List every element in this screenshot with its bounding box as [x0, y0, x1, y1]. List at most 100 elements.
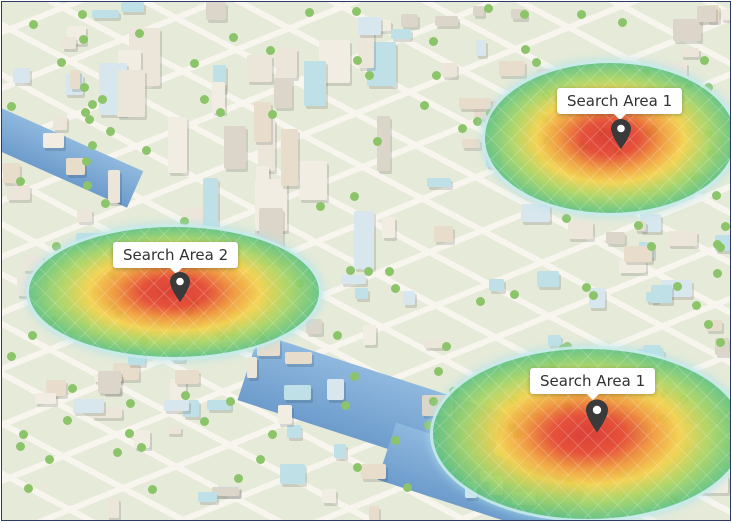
tree: [305, 7, 315, 17]
building: [424, 339, 446, 349]
tree: [588, 290, 598, 300]
map-pin-icon[interactable]: [586, 399, 608, 433]
tree: [484, 3, 494, 13]
building: [102, 385, 121, 394]
tree: [561, 213, 571, 223]
tree: [80, 83, 90, 93]
search-area-heatmap-3[interactable]: [430, 346, 730, 520]
search-area-heatmap-1[interactable]: [482, 60, 730, 216]
tree: [7, 101, 17, 111]
tree: [83, 180, 93, 190]
building: [372, 19, 391, 31]
building: [401, 14, 419, 28]
building: [706, 319, 722, 331]
tree: [531, 57, 541, 67]
tree: [51, 241, 61, 251]
tree: [424, 421, 434, 431]
building: [476, 39, 487, 56]
map-pin-icon[interactable]: [170, 272, 190, 302]
tree: [67, 384, 77, 394]
building: [333, 443, 346, 459]
building: [377, 115, 390, 171]
tree: [124, 428, 134, 438]
building: [197, 491, 218, 503]
map-pin-icon[interactable]: [611, 119, 631, 149]
building: [473, 5, 484, 17]
building: [521, 204, 551, 223]
tree: [28, 331, 38, 341]
building: [305, 319, 322, 334]
building: [283, 384, 312, 400]
building: [382, 216, 395, 238]
building: [402, 291, 416, 305]
tree: [520, 44, 530, 54]
building: [206, 400, 232, 410]
building: [106, 497, 119, 518]
tree: [18, 430, 28, 440]
tree: [181, 390, 190, 400]
building: [672, 19, 702, 41]
building: [120, 2, 145, 12]
building: [499, 61, 526, 77]
building: [107, 169, 121, 203]
tree: [353, 462, 363, 472]
building: [206, 2, 227, 21]
tree: [113, 447, 123, 457]
building: [280, 464, 306, 485]
building: [117, 70, 146, 117]
building: [35, 393, 57, 405]
building: [286, 425, 301, 439]
building: [174, 370, 199, 384]
building: [618, 259, 647, 274]
building: [362, 324, 377, 346]
tree: [703, 320, 713, 330]
building: [212, 81, 226, 114]
building: [7, 185, 30, 200]
tree: [85, 115, 95, 125]
tree: [373, 137, 383, 147]
tree: [634, 220, 644, 230]
building: [285, 351, 312, 364]
tree: [420, 100, 430, 110]
tree: [441, 342, 451, 352]
tree: [510, 290, 520, 300]
building: [42, 132, 64, 149]
tree: [125, 398, 135, 408]
tree: [711, 191, 721, 201]
tree: [353, 55, 363, 65]
building: [697, 5, 717, 22]
tree: [403, 482, 413, 492]
building: [368, 505, 380, 520]
tree: [147, 484, 157, 494]
building: [92, 406, 122, 419]
tree: [62, 415, 72, 425]
building: [281, 129, 299, 187]
building: [202, 177, 218, 228]
tree: [349, 192, 359, 202]
search-area-label-2[interactable]: Search Area 2: [113, 242, 239, 274]
search-area-label-1[interactable]: Search Area 1: [557, 88, 683, 120]
building: [303, 60, 327, 107]
building: [434, 226, 453, 242]
tree: [142, 146, 152, 156]
tree: [80, 107, 90, 117]
tree: [78, 34, 88, 44]
tree: [233, 473, 243, 483]
building: [91, 9, 119, 19]
tree: [712, 268, 722, 278]
tree: [225, 397, 235, 407]
tree: [87, 140, 97, 150]
tree: [87, 99, 97, 109]
tree: [428, 37, 438, 47]
tree: [82, 156, 92, 166]
tree: [340, 401, 350, 411]
building: [667, 231, 697, 246]
building: [299, 161, 327, 200]
tree: [267, 429, 277, 439]
building: [720, 9, 730, 21]
building: [355, 288, 368, 300]
building: [537, 270, 559, 288]
search-area-label-3[interactable]: Search Area 1: [530, 368, 656, 400]
tree: [384, 266, 394, 276]
